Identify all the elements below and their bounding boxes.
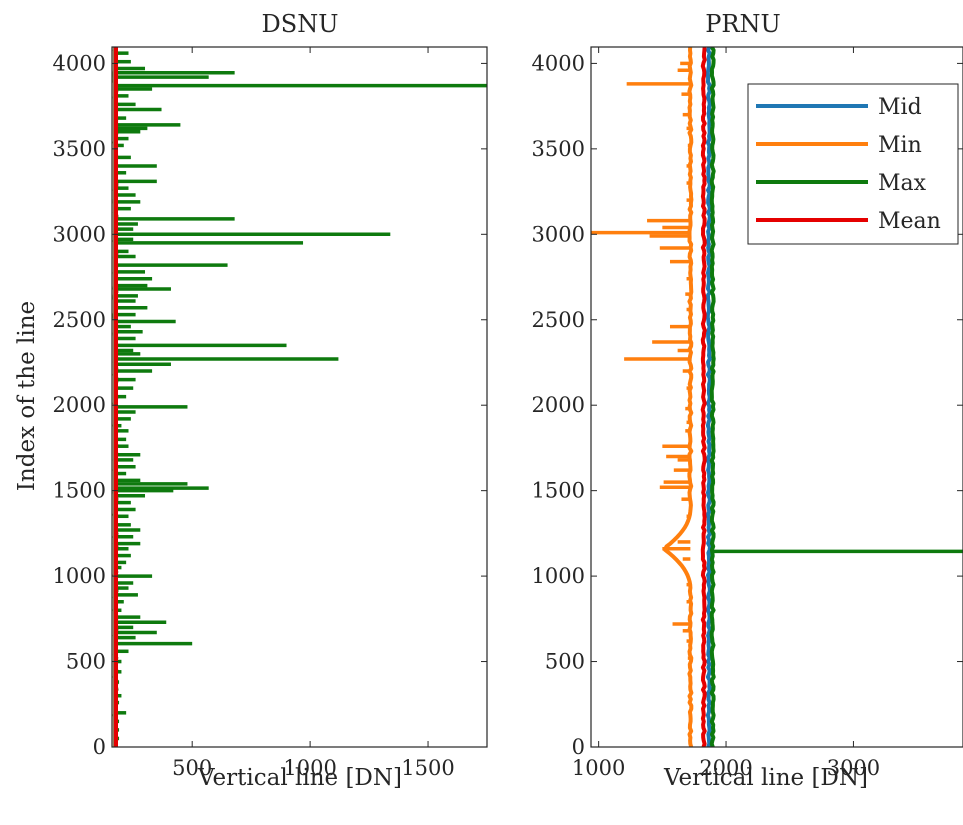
prnu-series-max	[709, 47, 716, 747]
prnu-y-tick-label: 2000	[532, 393, 585, 417]
prnu-title: PRNU	[705, 10, 780, 38]
prnu-series-mean	[700, 47, 707, 747]
dsnu-plot-area: 0 500 1000 1500 2000 2500 3000 3500 4000 500 1000 1…	[53, 46, 488, 780]
dsnu-x-tick-label: 500	[172, 756, 212, 780]
legend-label-min: Min	[878, 133, 922, 158]
prnu-series-mid	[705, 47, 712, 747]
dsnu-x-axis-label: Vertical line [DN]	[197, 765, 402, 791]
prnu-y-tick-label: 3500	[532, 137, 585, 161]
prnu-y-tick-label: 1500	[532, 479, 585, 503]
dsnu-y-tick-label: 1000	[53, 564, 106, 588]
prnu-y-tick-label: 0	[572, 735, 585, 759]
prnu-plot-area: 0 500 1000 1500 2000 2500 3000 3500 4000 1000 2000…	[532, 46, 963, 780]
prnu-y-tick-label: 4000	[532, 51, 585, 75]
dsnu-y-tick-label: 4000	[53, 51, 106, 75]
legend-label-max: Max	[878, 171, 927, 196]
prnu-y-tick-label: 2500	[532, 308, 585, 332]
legend: Mid Min Max Mean	[747, 83, 959, 245]
dsnu-y-tick-label: 500	[66, 650, 106, 674]
dsnu-x-tick-label: 1500	[401, 756, 454, 780]
dsnu-y-tick-label: 2500	[53, 308, 106, 332]
prnu-y-tick-label: 3000	[532, 222, 585, 246]
dsnu-panel: DSNU 0 500 1000 1500 2000 2500 3000 3500 4000 500…	[53, 10, 488, 791]
prnu-x-tick-label: 2000	[699, 756, 752, 780]
prnu-x-tick-label: 3000	[827, 756, 880, 780]
prnu-y-tick-label: 1000	[532, 564, 585, 588]
dsnu-axes-frame	[111, 46, 488, 748]
prnu-y-tick-label: 500	[545, 650, 585, 674]
prnu-panel: PRNU 0 500 1000 1500 2000 2500 3000 3500 4000 100…	[532, 10, 963, 791]
dsnu-y-tick-label: 0	[93, 735, 106, 759]
prnu-axes-frame	[590, 46, 963, 748]
y-axis-label: Index of the line	[14, 301, 40, 491]
legend-box	[747, 83, 959, 245]
legend-label-mid: Mid	[878, 95, 922, 120]
dsnu-y-tick-label: 1500	[53, 479, 106, 503]
dsnu-x-tick-label: 1000	[283, 756, 336, 780]
dsnu-y-tick-label: 2000	[53, 393, 106, 417]
legend-label-mean: Mean	[878, 209, 941, 234]
dsnu-y-tick-label: 3500	[53, 137, 106, 161]
dsnu-title: DSNU	[262, 10, 339, 38]
dsnu-y-tick-label: 3000	[53, 222, 106, 246]
prnu-x-axis-label: Vertical line [DN]	[663, 765, 868, 791]
prnu-x-tick-label: 1000	[572, 756, 625, 780]
